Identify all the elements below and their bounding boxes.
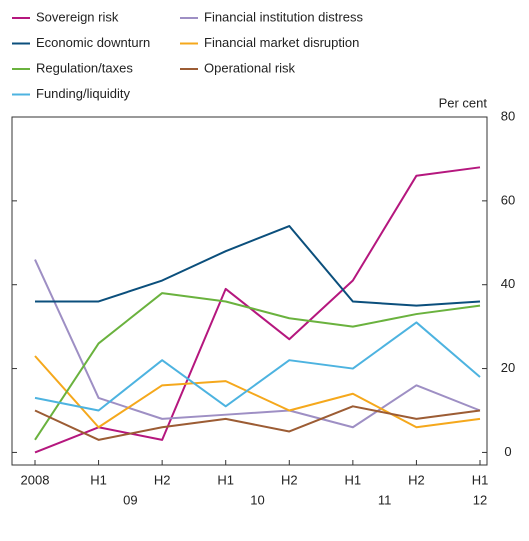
series-line xyxy=(34,292,481,441)
legend-label: Economic downturn xyxy=(36,35,150,50)
series-line xyxy=(34,355,481,429)
y-tick-label: 60 xyxy=(501,192,515,207)
y-tick-label: 40 xyxy=(501,276,515,291)
legend-label: Regulation/taxes xyxy=(36,60,133,75)
series-line xyxy=(34,259,481,429)
legend-label: Operational risk xyxy=(204,60,296,75)
y-tick-label: 80 xyxy=(501,108,515,123)
series-line xyxy=(34,321,481,412)
x-tick-label: H1 xyxy=(217,472,234,487)
y-axis-label: Per cent xyxy=(439,95,488,110)
x-tick-label: H1 xyxy=(472,472,489,487)
legend-label: Sovereign risk xyxy=(36,9,119,24)
legend-label: Funding/liquidity xyxy=(36,86,130,101)
series-line xyxy=(34,166,481,454)
x-tick-label: H2 xyxy=(281,472,298,487)
x-tick-label: H2 xyxy=(154,472,171,487)
x-tick-label: H1 xyxy=(345,472,362,487)
series-line xyxy=(34,405,481,441)
x-tick-label: 2008 xyxy=(21,472,50,487)
y-tick-label: 0 xyxy=(504,444,511,459)
x-tick-label: H2 xyxy=(408,472,425,487)
x-group-label: 10 xyxy=(250,492,264,507)
x-group-label: 12 xyxy=(473,492,487,507)
series-line xyxy=(35,225,481,307)
x-group-label: 11 xyxy=(378,492,392,507)
plot-frame xyxy=(11,116,488,466)
y-tick-label: 20 xyxy=(501,360,515,375)
legend-label: Financial institution distress xyxy=(204,9,363,24)
x-tick-label: H1 xyxy=(90,472,107,487)
x-group-label: 09 xyxy=(123,492,137,507)
legend-label: Financial market disruption xyxy=(204,35,359,50)
